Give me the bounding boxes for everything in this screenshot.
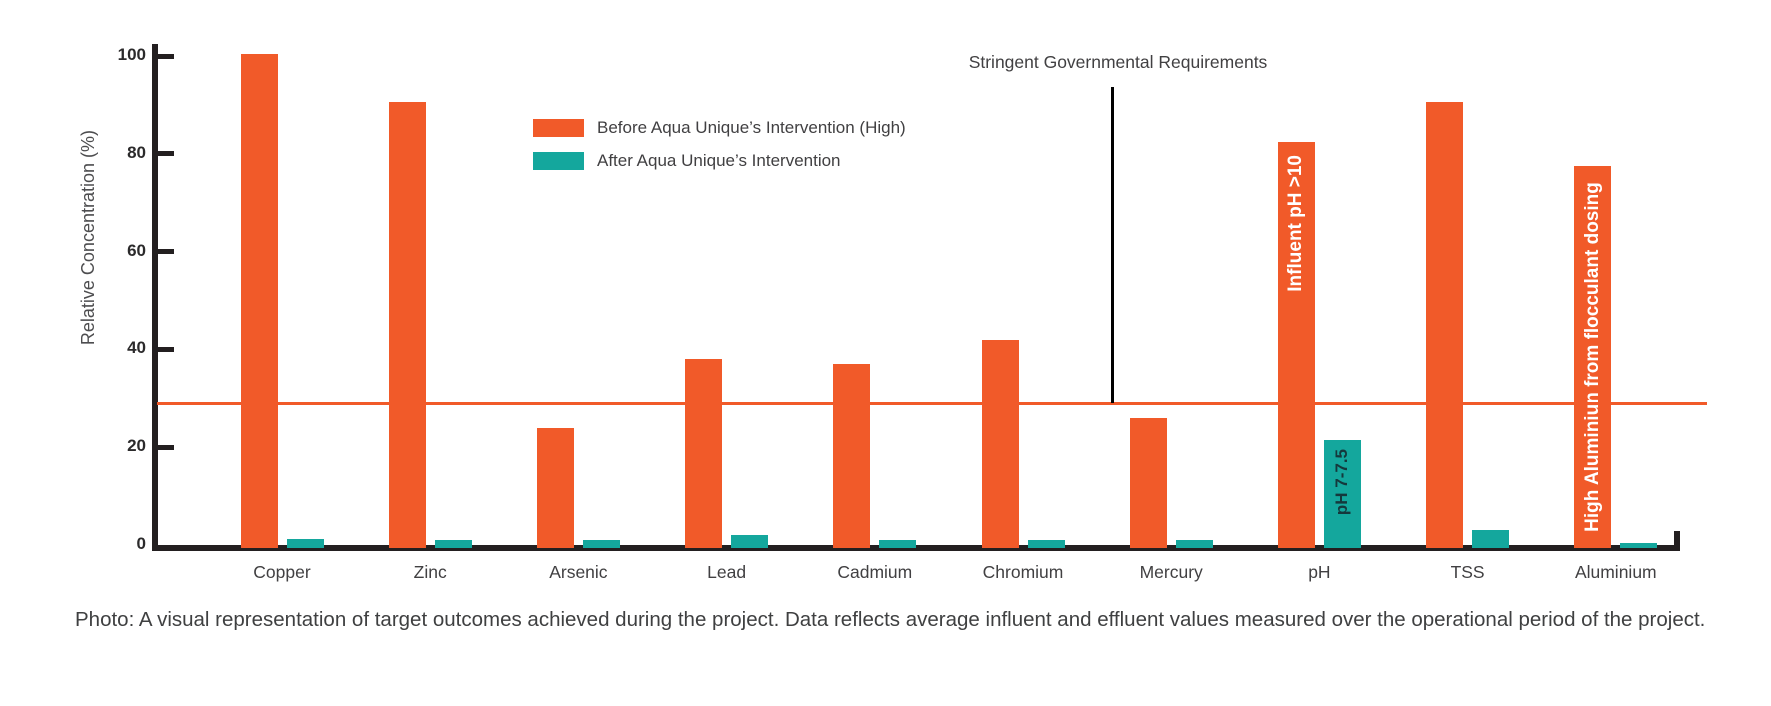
bar-mercury-before [1129, 417, 1167, 548]
bar-lead-before [685, 359, 723, 548]
y-tick-label: 0 [136, 534, 146, 553]
bar-cadmium-after [879, 540, 917, 548]
x-axis-label-mercury: Mercury [1139, 562, 1203, 582]
x-axis-label-arsenic: Arsenic [549, 562, 608, 582]
bar-copper-before [240, 53, 278, 548]
bar-mercury-after [1175, 540, 1213, 548]
y-tick-label: 60 [127, 240, 146, 260]
x-axis-line [152, 545, 1680, 551]
y-axis-line [152, 44, 158, 551]
x-axis-label-cadmium: Cadmium [837, 562, 913, 582]
bar-copper-after [286, 539, 324, 548]
threshold-label: Stringent Governmental Requirements [968, 52, 1268, 72]
photo-caption: Photo: A visual representation of target… [75, 608, 1706, 631]
legend-row-before: Before Aqua Unique’s Intervention (High) [533, 118, 906, 138]
bar-ph-before: Influent pH >10 [1277, 141, 1315, 548]
bar-chromium-after [1027, 540, 1065, 548]
y-tick-label: 40 [127, 338, 146, 358]
y-tick-mark [158, 151, 174, 157]
bar-tss-before [1426, 102, 1464, 548]
bar-annotation: High Aluminiun from flocculant dosing [1581, 182, 1603, 532]
legend-swatch-before [533, 119, 584, 137]
bar-ph-after: pH 7-7.5 [1323, 439, 1361, 548]
x-axis-label-zinc: Zinc [413, 562, 447, 582]
legend-swatch-after [533, 152, 584, 170]
x-axis-end-hook [1674, 531, 1680, 547]
y-tick-label: 20 [127, 436, 146, 456]
bar-arsenic-after [582, 540, 620, 548]
y-tick-mark [158, 249, 174, 255]
legend-label-before: Before Aqua Unique’s Intervention (High) [597, 118, 906, 137]
y-tick-label: 100 [117, 45, 146, 64]
bar-aluminium-after [1620, 542, 1658, 548]
x-axis-label-lead: Lead [707, 562, 747, 582]
bar-cadmium-before [833, 364, 871, 548]
x-axis-label-ph: pH [1308, 562, 1331, 582]
x-axis-label-tss: TSS [1450, 562, 1485, 582]
legend-label-after: After Aqua Unique’s Intervention [597, 151, 841, 170]
bar-zinc-before [388, 102, 426, 548]
y-tick-mark [158, 346, 174, 352]
y-tick-label: 80 [127, 142, 146, 162]
bar-chromium-before [981, 339, 1019, 548]
y-tick-mark [158, 53, 174, 59]
bar-annotation: Influent pH >10 [1285, 154, 1307, 292]
bar-zinc-after [434, 540, 472, 548]
legend: Before Aqua Unique’s Intervention (High)… [533, 118, 906, 171]
x-axis-label-copper: Copper [253, 562, 311, 582]
threshold-pointer-line [1111, 87, 1114, 404]
y-tick-mark [158, 444, 174, 450]
bar-lead-after [731, 535, 769, 548]
legend-row-after: After Aqua Unique’s Intervention [533, 151, 906, 171]
bar-tss-after [1472, 530, 1510, 548]
bar-arsenic-before [536, 427, 574, 548]
x-axis-label-aluminium: Aluminium [1574, 562, 1657, 582]
bar-aluminium-before: High Aluminiun from flocculant dosing [1574, 166, 1612, 548]
bar-annotation: pH 7-7.5 [1332, 448, 1352, 515]
threshold-line [157, 401, 1707, 405]
x-axis-label-chromium: Chromium [982, 562, 1064, 582]
